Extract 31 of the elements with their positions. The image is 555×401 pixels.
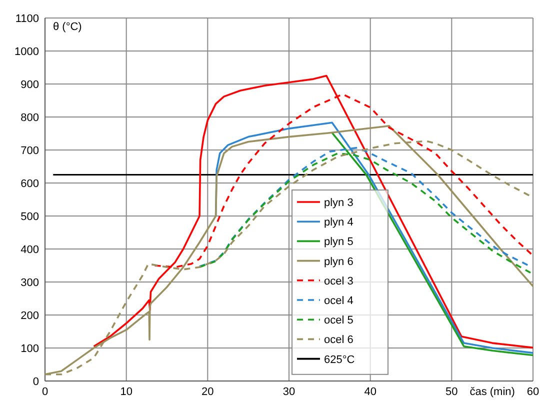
x-tick-label: 60 <box>526 386 540 398</box>
legend-label: ocel 3 <box>324 275 354 288</box>
y-tick-label: 1100 <box>15 13 39 25</box>
legend-label: ocel 6 <box>324 334 354 346</box>
x-tick-label: 10 <box>120 386 132 398</box>
x-tick-label: 0 <box>42 386 48 398</box>
y-tick-label: 700 <box>20 145 39 157</box>
line-series <box>92 74 534 349</box>
y-axis-title: θ (°C) <box>53 21 82 33</box>
y-tick-label: 500 <box>20 211 39 223</box>
y-tick-label: 0 <box>32 376 39 388</box>
y-tick-label: 300 <box>20 277 39 289</box>
legend-label: ocel 5 <box>324 314 354 327</box>
legend-label: plyn 6 <box>324 256 354 268</box>
legend-label: plyn 5 <box>324 236 354 248</box>
y-tick-label: 600 <box>20 178 39 190</box>
x-tick-label: 40 <box>364 386 376 398</box>
y-tick-label: 200 <box>20 310 39 322</box>
x-tick-label: 50 <box>446 386 458 398</box>
legend-label: 625°C <box>324 354 355 366</box>
legend-label: plyn 3 <box>324 197 354 209</box>
x-tick-label: 20 <box>202 386 214 398</box>
y-tick-label: 400 <box>20 244 39 256</box>
legend-label: ocel 4 <box>324 295 354 307</box>
y-tick-label: 800 <box>20 112 39 124</box>
x-axis-title: čas (min) <box>470 386 515 398</box>
y-tick-label: 900 <box>20 79 39 91</box>
x-tick-label: 30 <box>282 386 296 398</box>
y-tick-label: 100 <box>20 343 39 355</box>
y-tick-label: 1000 <box>14 46 39 58</box>
legend-label: plyn 4 <box>324 216 354 229</box>
